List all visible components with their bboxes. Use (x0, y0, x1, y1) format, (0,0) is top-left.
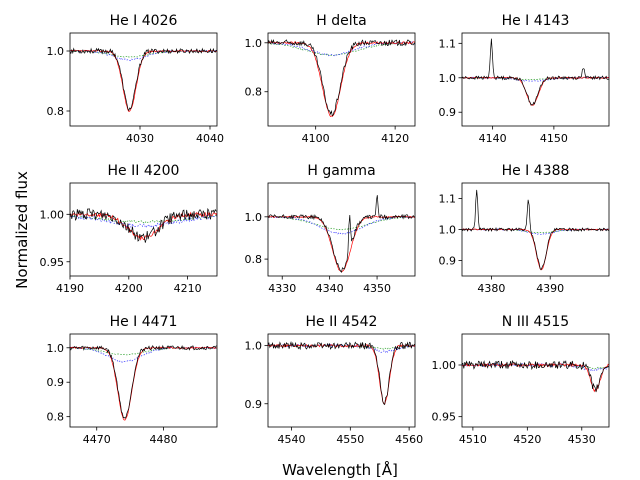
x-tick-label: 4340 (316, 282, 344, 295)
x-tick-label: 4470 (83, 433, 111, 446)
panel-title: He I 4388 (502, 163, 570, 179)
panel-frame (267, 333, 416, 428)
x-tick-label: 4150 (540, 132, 568, 145)
y-tick-label: 1.00 (40, 208, 65, 221)
series-observed (462, 189, 609, 271)
x-tick-label: 4540 (278, 433, 306, 446)
y-tick-label: 0.9 (47, 376, 65, 389)
x-tick-label: 4550 (336, 433, 364, 446)
series-blue (268, 215, 415, 235)
x-tick-label: 4120 (381, 132, 409, 145)
series-green (268, 216, 415, 231)
series-red (70, 346, 217, 421)
y-tick-label: 1.00 (432, 359, 457, 372)
panel-title: He I 4026 (110, 13, 178, 29)
y-tick-label: 0.8 (245, 253, 263, 266)
panel-title: He I 4143 (502, 13, 570, 29)
panel-title: N III 4515 (502, 314, 569, 330)
x-tick-label: 4040 (196, 132, 224, 145)
y-tick-label: 1.0 (245, 37, 263, 50)
y-tick-label: 0.8 (47, 105, 65, 118)
series-observed (268, 195, 415, 273)
x-tick-label: 4030 (126, 132, 154, 145)
y-tick-label: 1.1 (439, 193, 457, 206)
y-tick-label: 1.0 (245, 211, 263, 224)
series-observed (70, 344, 217, 419)
panel-3: He I 4143 4140 4150 0.9 1.0 1.1 (439, 13, 610, 145)
x-tick-label: 4560 (395, 433, 423, 446)
y-tick-label: 0.95 (432, 411, 457, 424)
x-tick-label: 4210 (174, 282, 202, 295)
panel-frame (461, 333, 610, 428)
series-blue (462, 362, 609, 372)
series-observed (268, 341, 415, 406)
y-tick-label: 0.8 (47, 411, 65, 424)
panel-7: He I 4471 4470 4480 0.8 0.9 1.0 (47, 314, 218, 446)
panel-title: He I 4471 (110, 314, 178, 330)
series-observed (70, 47, 217, 112)
x-tick-label: 4350 (363, 282, 391, 295)
y-tick-label: 0.95 (40, 256, 65, 269)
y-tick-label: 0.9 (439, 255, 457, 268)
panels-group: He I 4026 4030 4040 0.8 1.0 H delta 4100 4120 0.… (40, 13, 610, 446)
x-tick-label: 4140 (479, 132, 507, 145)
panel-9: N III 4515 4510 4520 4530 0.95 1.00 (432, 314, 610, 446)
panel-title: H gamma (307, 163, 375, 179)
series-red (268, 41, 415, 117)
series-green (70, 215, 217, 224)
panel-6: He I 4388 4380 4390 0.9 1.0 1.1 (439, 163, 610, 295)
series-blue (268, 343, 415, 353)
y-tick-label: 1.0 (439, 224, 457, 237)
panel-8: He II 4542 4540 4550 4560 0.9 1.0 (245, 314, 424, 446)
series-observed (462, 359, 609, 393)
panel-title: He II 4200 (108, 163, 180, 179)
x-tick-label: 4200 (115, 282, 143, 295)
series-red (268, 343, 415, 405)
panel-2: H delta 4100 4120 0.8 1.0 (245, 13, 416, 145)
figure-ylabel: Normalized flux (13, 171, 31, 289)
x-tick-label: 4510 (459, 433, 487, 446)
panel-frame (69, 182, 218, 277)
panel-title: H delta (316, 13, 366, 29)
panel-4: He II 4200 4190 4200 4210 0.95 1.00 (40, 163, 218, 295)
x-tick-label: 4480 (150, 433, 178, 446)
series-observed (268, 39, 415, 117)
x-tick-label: 4330 (268, 282, 296, 295)
y-tick-label: 1.0 (439, 72, 457, 85)
y-tick-label: 0.8 (245, 86, 263, 99)
series-observed (462, 38, 609, 106)
y-tick-label: 1.0 (245, 340, 263, 353)
x-tick-label: 4530 (568, 433, 596, 446)
x-tick-label: 4520 (513, 433, 541, 446)
y-tick-label: 1.0 (47, 342, 65, 355)
panel-frame (461, 32, 610, 127)
series-observed (70, 207, 217, 243)
y-tick-label: 0.9 (245, 398, 263, 411)
y-tick-label: 0.9 (439, 106, 457, 119)
y-tick-label: 1.1 (439, 37, 457, 50)
panel-frame (267, 182, 416, 277)
series-red (268, 215, 415, 273)
x-tick-label: 4390 (536, 282, 564, 295)
series-blue (70, 214, 217, 229)
y-tick-label: 1.0 (47, 45, 65, 58)
panel-frame (69, 32, 218, 127)
x-tick-label: 4190 (56, 282, 84, 295)
x-tick-label: 4100 (302, 132, 330, 145)
panel-frame (267, 32, 416, 127)
series-red (70, 49, 217, 112)
x-tick-label: 4380 (477, 282, 505, 295)
panel-frame (69, 333, 218, 428)
panel-title: He II 4542 (306, 314, 378, 330)
panel-1: He I 4026 4030 4040 0.8 1.0 (47, 13, 225, 145)
panel-5: H gamma 4330 4340 4350 0.8 1.0 (245, 163, 416, 295)
series-blue (268, 41, 415, 57)
figure-xlabel: Wavelength [Å] (282, 460, 398, 479)
